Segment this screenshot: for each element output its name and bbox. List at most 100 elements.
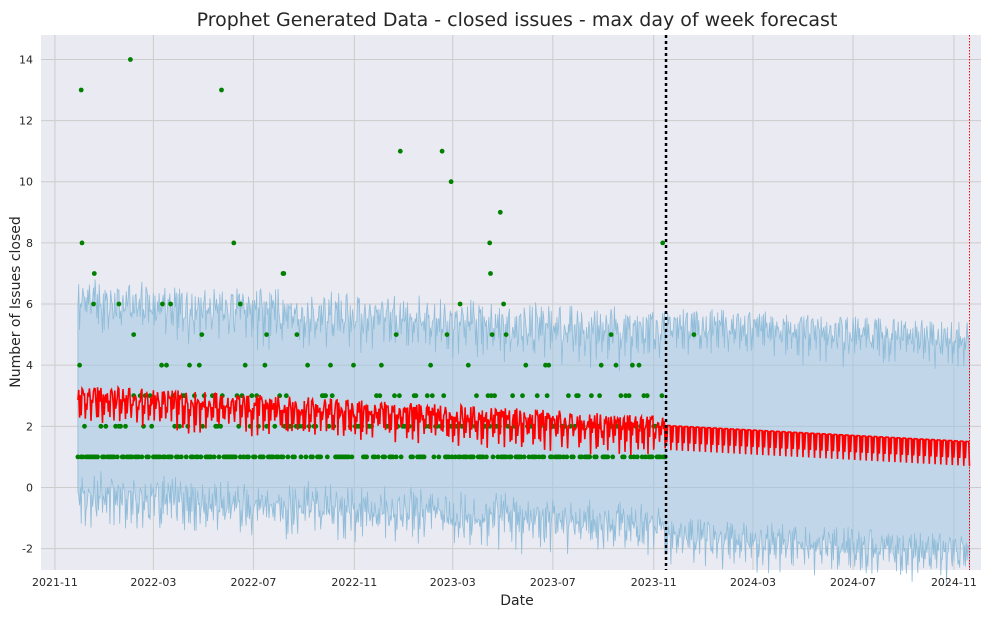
actual-point [636, 362, 642, 368]
actual-point [593, 454, 599, 460]
actual-point [541, 454, 547, 460]
actual-point [398, 454, 404, 460]
x-tick-label: 2023-11 [631, 576, 677, 589]
actual-point [448, 179, 454, 185]
actual-point [575, 393, 581, 399]
actual-point [534, 393, 540, 399]
x-tick-label: 2024-03 [730, 576, 776, 589]
actual-point [605, 454, 611, 460]
actual-point [521, 454, 527, 460]
x-tick-label: 2022-07 [230, 576, 276, 589]
actual-point [579, 454, 584, 460]
actual-point [183, 454, 189, 460]
actual-point [196, 362, 202, 368]
y-tick-label: 0 [26, 481, 33, 494]
actual-point [116, 301, 122, 307]
actual-point [649, 454, 655, 460]
actual-point [177, 423, 183, 429]
actual-point [372, 454, 378, 460]
actual-point [136, 454, 142, 460]
actual-point [95, 454, 100, 460]
actual-point [77, 362, 82, 368]
actual-point [429, 393, 435, 399]
actual-point [190, 454, 196, 460]
actual-point [508, 454, 514, 460]
actual-point [589, 393, 594, 399]
actual-point [326, 423, 332, 429]
actual-point [324, 454, 330, 460]
actual-point [187, 362, 192, 368]
actual-point [172, 423, 178, 429]
actual-point [397, 393, 402, 399]
actual-point [219, 87, 224, 93]
actual-point [351, 362, 356, 368]
actual-point [91, 301, 96, 307]
actual-point [485, 393, 491, 399]
actual-point [536, 454, 542, 460]
actual-point [82, 423, 87, 429]
actual-point [246, 454, 251, 460]
actual-point [630, 362, 635, 368]
actual-point [216, 454, 222, 460]
actual-point [78, 87, 84, 93]
y-tick-label: -2 [22, 543, 33, 556]
actual-point [175, 454, 181, 460]
y-tick-label: 4 [26, 359, 33, 372]
actual-point [127, 57, 133, 62]
actual-point [626, 393, 632, 399]
actual-point [131, 332, 137, 337]
actual-point [501, 301, 506, 307]
actual-point [298, 454, 304, 460]
actual-point [169, 454, 174, 460]
actual-point [470, 454, 476, 460]
actual-point [164, 362, 169, 368]
actual-point [488, 393, 494, 399]
actual-point [377, 393, 383, 399]
actual-point [392, 393, 397, 399]
actual-point [139, 454, 145, 460]
x-tick-label: 2023-03 [430, 576, 476, 589]
actual-point [374, 393, 379, 399]
actual-point [691, 332, 697, 337]
actual-point [111, 454, 117, 460]
actual-point [262, 362, 268, 368]
actual-point [364, 454, 369, 460]
actual-point [598, 362, 604, 368]
actual-point [318, 454, 324, 460]
actual-point [510, 393, 515, 399]
actual-point [623, 393, 629, 399]
y-tick-label: 14 [19, 53, 33, 66]
actual-point [329, 393, 335, 399]
x-axis-label: Date [500, 593, 533, 609]
x-tick-label: 2023-07 [530, 576, 576, 589]
actual-point [310, 454, 315, 460]
actual-point [397, 148, 403, 154]
actual-point [610, 454, 616, 460]
actual-point [211, 454, 217, 460]
actual-point [231, 240, 237, 246]
actual-point [659, 393, 665, 399]
actual-point [621, 454, 627, 460]
actual-point [208, 454, 214, 460]
chart-title: Prophet Generated Data - closed issues -… [197, 9, 838, 31]
actual-point [544, 393, 550, 399]
actual-point [303, 454, 309, 460]
actual-point [129, 454, 135, 460]
actual-point [490, 454, 496, 460]
y-tick-label: 6 [26, 298, 33, 311]
actual-point [613, 362, 619, 368]
y-tick-label: 2 [26, 420, 33, 433]
actual-point [294, 332, 300, 337]
actual-point [464, 454, 470, 460]
actual-point [178, 454, 184, 460]
actual-point [79, 240, 85, 246]
forecast-line [77, 384, 971, 467]
actual-point [439, 148, 445, 154]
actual-point [103, 423, 109, 429]
actual-point [480, 454, 486, 460]
actual-point [285, 454, 291, 460]
actual-point [431, 454, 437, 460]
x-tick-label: 2022-11 [331, 576, 377, 589]
y-tick-label: 8 [26, 237, 33, 250]
